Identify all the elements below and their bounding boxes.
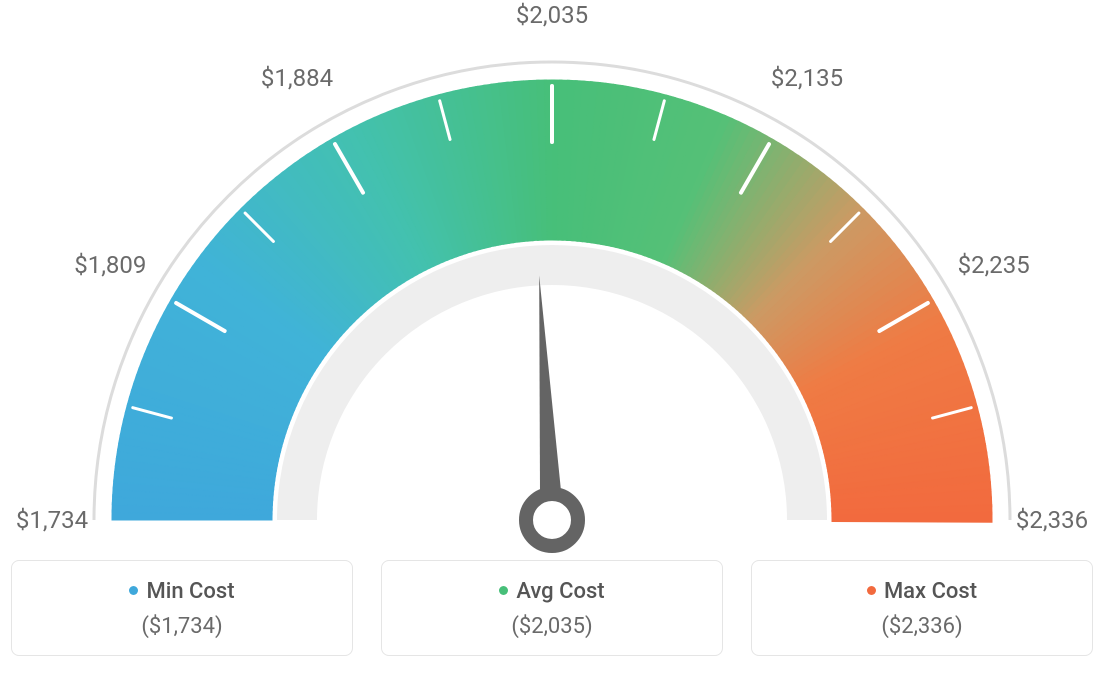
gauge-tick-label: $1,884 xyxy=(261,64,333,92)
legend-title-avg: Avg Cost xyxy=(392,579,712,604)
legend-value-max: ($2,336) xyxy=(762,614,1082,639)
legend-title-max: Max Cost xyxy=(762,579,1082,604)
legend-value-avg: ($2,035) xyxy=(392,614,712,639)
dot-icon-min xyxy=(129,586,138,595)
legend-title-min-text: Min Cost xyxy=(146,579,234,604)
gauge-tick-label: $2,035 xyxy=(516,1,588,29)
gauge-tick-label: $2,135 xyxy=(771,64,843,92)
gauge-tick-label: $1,734 xyxy=(16,506,88,534)
legend-card-min: Min Cost ($1,734) xyxy=(11,560,353,656)
gauge-svg xyxy=(0,0,1104,560)
gauge-tick-label: $2,336 xyxy=(1016,506,1088,534)
gauge-chart: $1,734 $1,809 $1,884 $2,035 $2,135 $2,235 $2,3… xyxy=(0,0,1104,560)
gauge-tick-label: $2,235 xyxy=(958,251,1030,279)
dot-icon-avg xyxy=(499,586,508,595)
legend-title-min: Min Cost xyxy=(22,579,342,604)
legend-title-avg-text: Avg Cost xyxy=(516,579,604,604)
legend-value-min: ($1,734) xyxy=(22,614,342,639)
legend-card-max: Max Cost ($2,336) xyxy=(751,560,1093,656)
dot-icon-max xyxy=(867,586,876,595)
legend-card-avg: Avg Cost ($2,035) xyxy=(381,560,723,656)
gauge-tick-label: $1,809 xyxy=(74,251,146,279)
legend-title-max-text: Max Cost xyxy=(884,579,977,604)
legend-row: Min Cost ($1,734) Avg Cost ($2,035) Max … xyxy=(0,560,1104,686)
